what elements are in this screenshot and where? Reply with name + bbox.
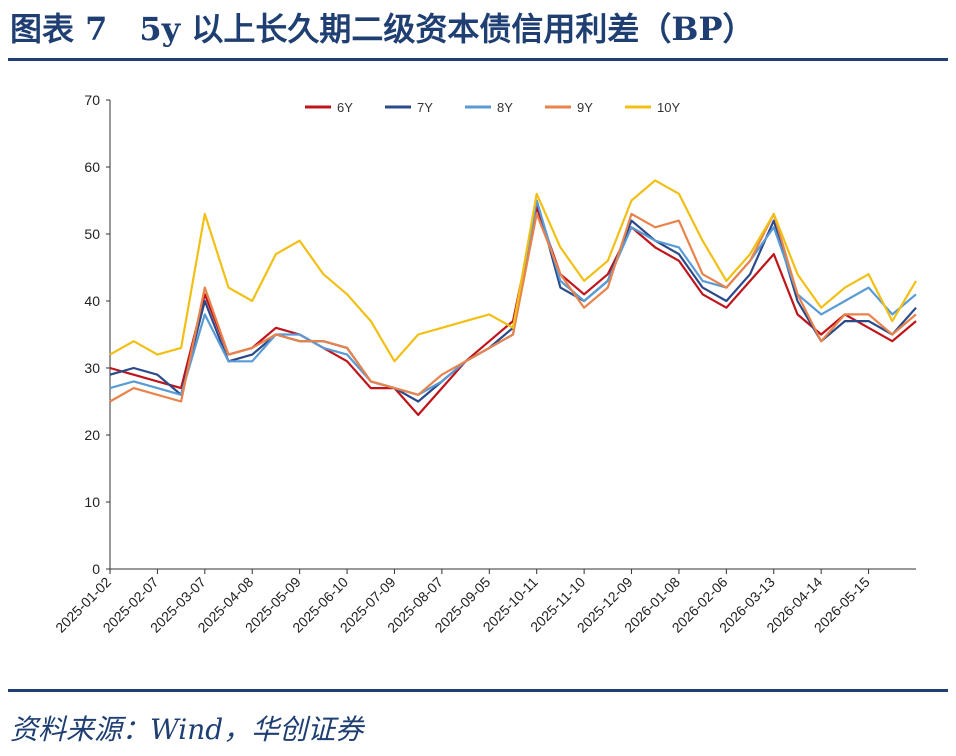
line-chart: 0102030405060702025-01-022025-02-072025-… bbox=[52, 92, 917, 636]
title-divider bbox=[8, 58, 948, 61]
y-tick-label: 50 bbox=[84, 226, 100, 242]
y-tick-label: 20 bbox=[84, 427, 100, 443]
legend-label-9Y: 9Y bbox=[577, 100, 593, 115]
series-line-9Y bbox=[109, 212, 917, 403]
legend-label-6Y: 6Y bbox=[337, 100, 353, 115]
y-tick-label: 40 bbox=[84, 293, 100, 309]
figure-title: 图表 7 5y 以上长久期二级资本债信用利差（BP） bbox=[10, 10, 755, 48]
legend-label-7Y: 7Y bbox=[417, 100, 433, 115]
series-line-10Y bbox=[109, 179, 917, 363]
legend-label-8Y: 8Y bbox=[497, 100, 513, 115]
footer-divider bbox=[8, 689, 948, 692]
y-tick-label: 70 bbox=[84, 92, 100, 108]
y-tick-label: 30 bbox=[84, 360, 100, 376]
source-note: 资料来源：Wind，华创证券 bbox=[10, 713, 364, 746]
y-tick-label: 60 bbox=[84, 159, 100, 175]
series-line-7Y bbox=[109, 199, 917, 403]
series-line-6Y bbox=[109, 206, 917, 416]
y-tick-label: 0 bbox=[92, 561, 100, 577]
series-line-8Y bbox=[109, 199, 917, 396]
legend-label-10Y: 10Y bbox=[657, 100, 680, 115]
y-tick-label: 10 bbox=[84, 494, 100, 510]
